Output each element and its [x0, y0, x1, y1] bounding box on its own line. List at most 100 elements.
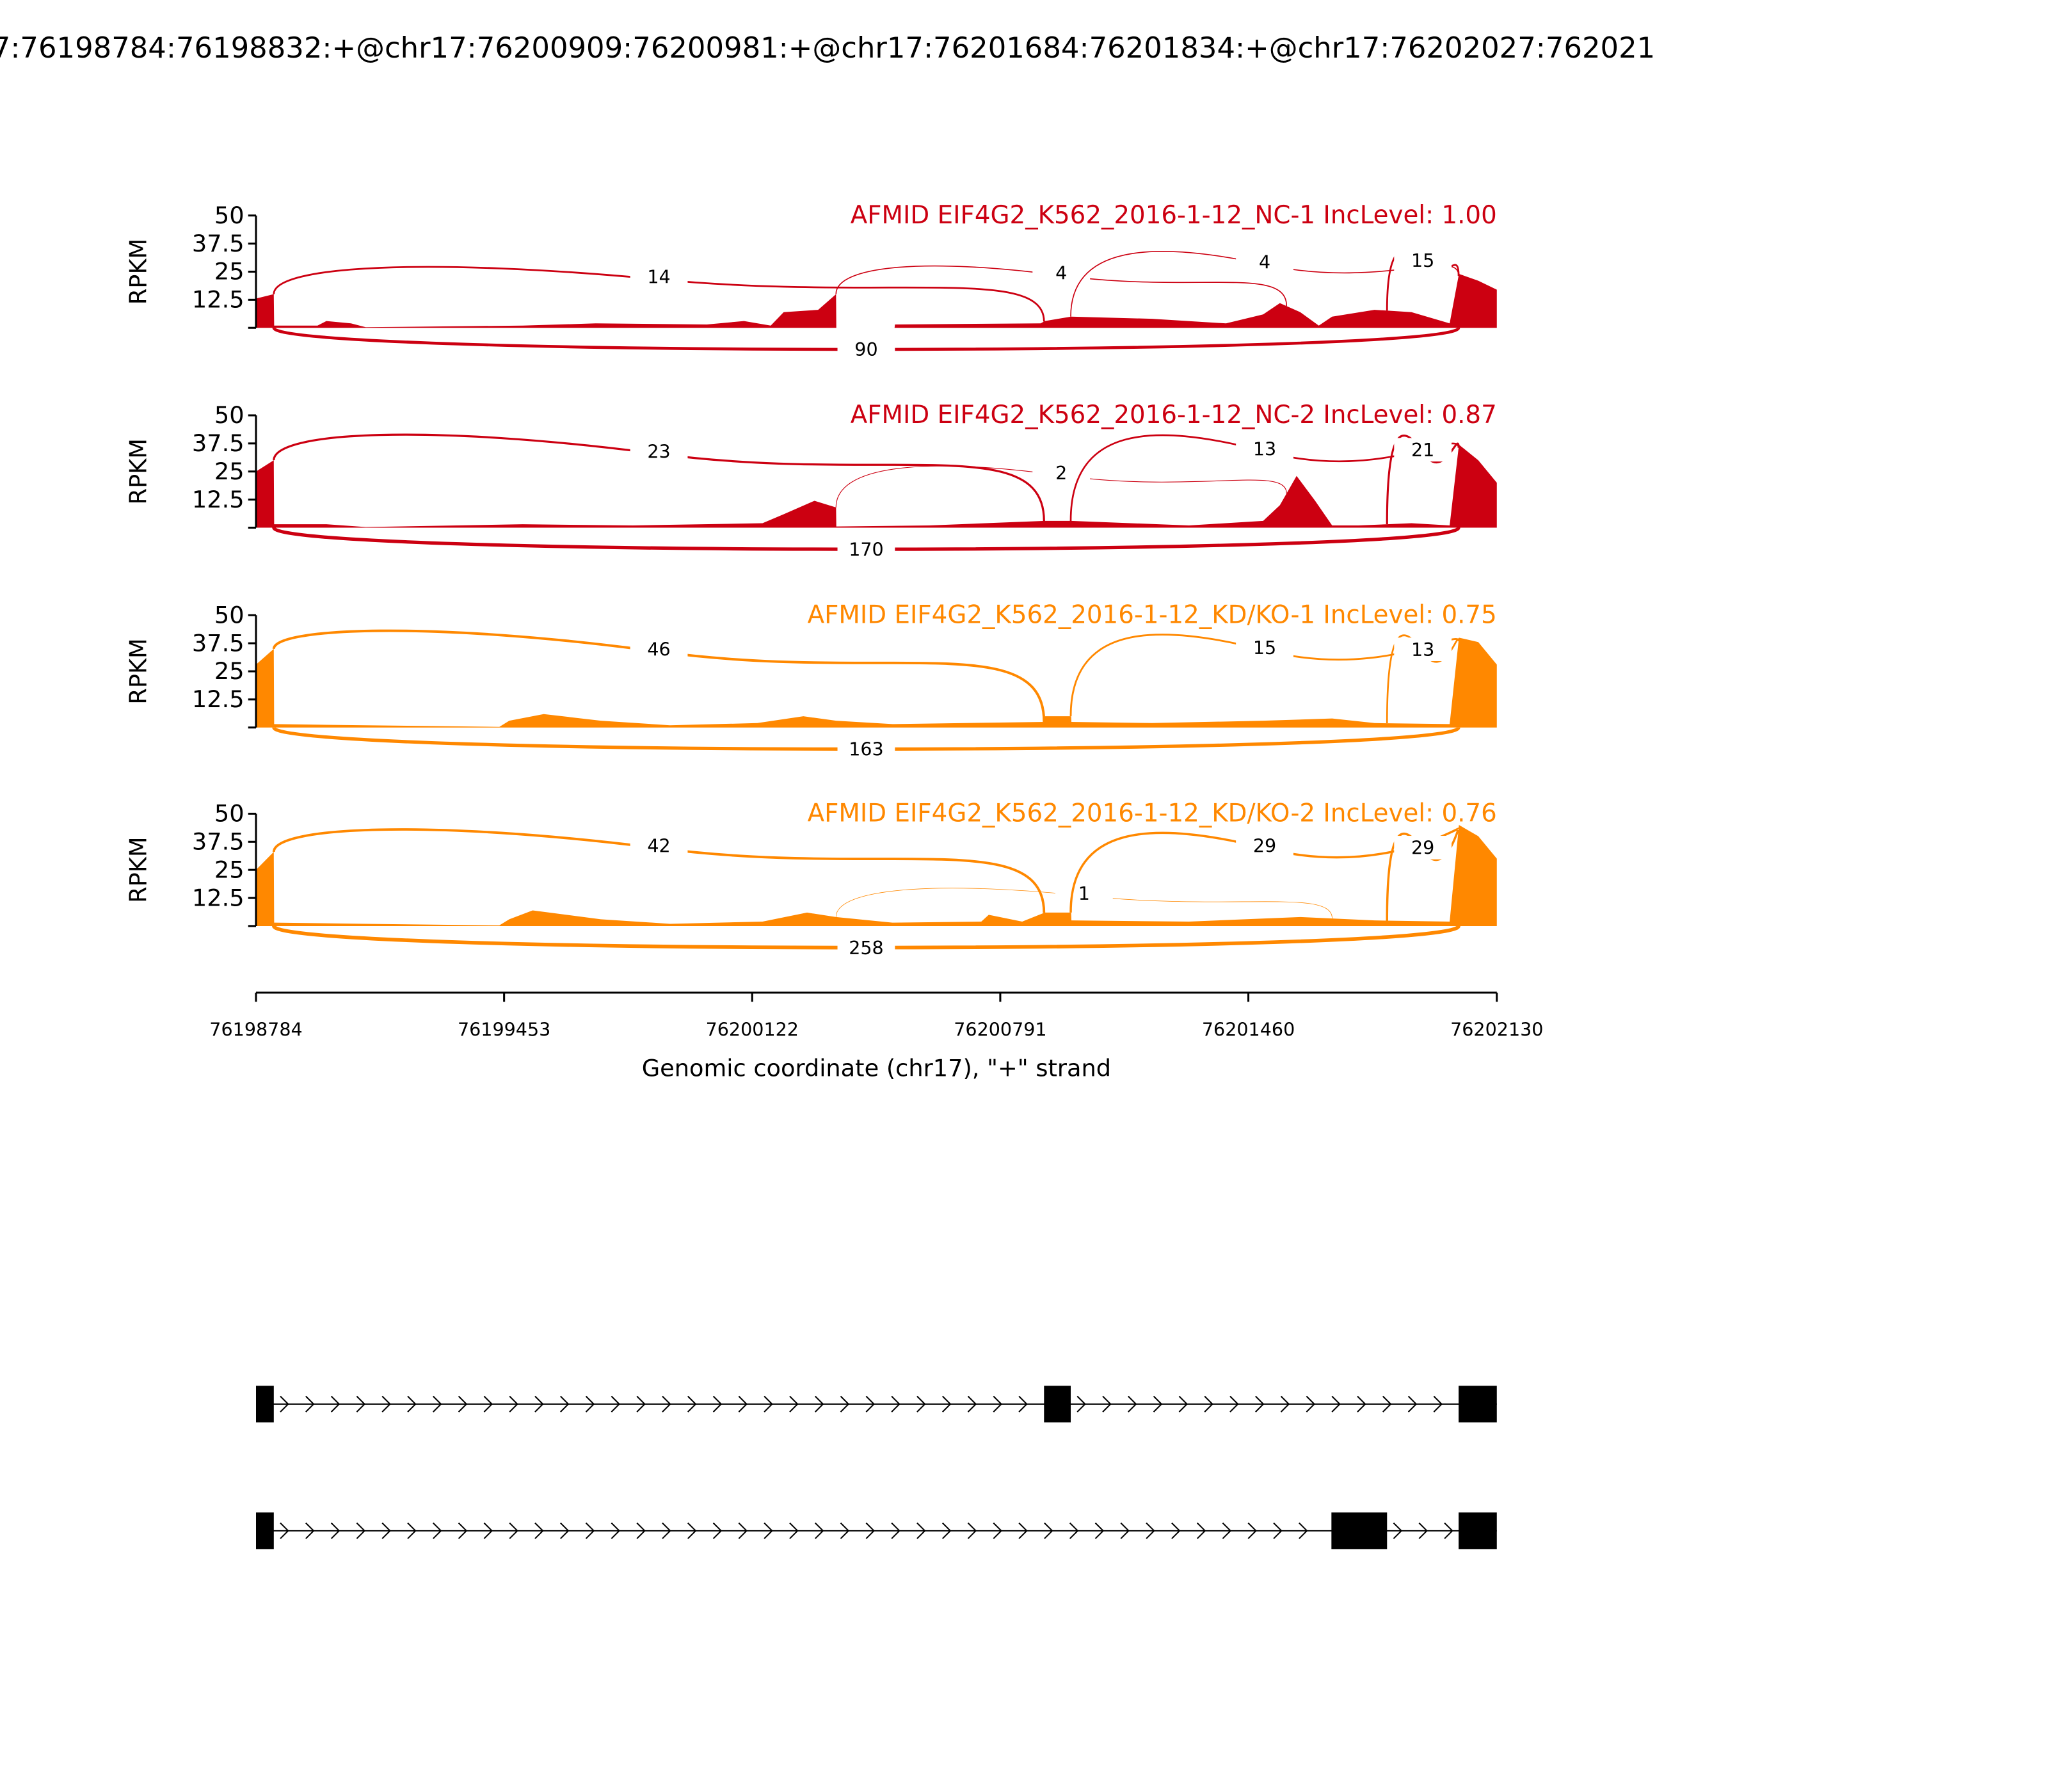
strand-arrow-icon [1255, 1395, 1265, 1412]
junction-label-bg [1236, 437, 1293, 461]
strand-arrow-icon [1171, 1522, 1181, 1539]
junction-count-label: 15 [1253, 637, 1276, 659]
strand-arrow-icon [1393, 1522, 1403, 1539]
strand-arrow-icon [712, 1395, 723, 1412]
strand-arrow-icon [483, 1522, 493, 1539]
strand-arrow-icon [840, 1522, 850, 1539]
strand-arrow-icon [636, 1395, 646, 1412]
figure-title: 7:76198784:76198832:+@chr17:76200909:762… [0, 31, 1655, 65]
y-tick-label: 37.5 [192, 629, 244, 657]
strand-arrow-icon [611, 1395, 621, 1412]
y-tick-label: 12.5 [192, 884, 244, 911]
strand-arrow-icon [1382, 1395, 1392, 1412]
y-tick-label: 37.5 [192, 230, 244, 257]
strand-arrow-icon [356, 1395, 366, 1412]
strand-arrow-icon [1120, 1522, 1130, 1539]
junction-label-bg [630, 637, 688, 661]
strand-arrow-icon [916, 1522, 926, 1539]
strand-arrow-icon [280, 1395, 289, 1412]
strand-arrow-icon [916, 1395, 926, 1412]
junction-label-bg [837, 537, 895, 561]
strand-arrow-icon [433, 1522, 442, 1539]
junction-count-label: 258 [849, 937, 884, 959]
y-tick-label: 12.5 [192, 286, 244, 314]
junction-label-bg [1236, 250, 1293, 274]
sample-title: AFMID EIF4G2_K562_2016-1-12_KD/KO-2 IncL… [808, 799, 1497, 828]
strand-arrow-icon [1128, 1395, 1137, 1412]
strand-arrow-icon [611, 1522, 621, 1539]
junction-label-bg [630, 834, 688, 858]
strand-arrow-icon [967, 1522, 977, 1539]
strand-arrow-icon [815, 1522, 824, 1539]
y-tick-label: 50 [214, 401, 244, 429]
junction-count-label: 46 [647, 638, 670, 660]
exon-block [256, 1386, 274, 1423]
strand-arrow-icon [941, 1395, 952, 1412]
strand-arrow-icon [738, 1395, 748, 1412]
strand-arrow-icon [381, 1522, 391, 1539]
strand-arrow-icon [407, 1522, 417, 1539]
strand-arrow-icon [1153, 1395, 1163, 1412]
strand-arrow-icon [1331, 1395, 1341, 1412]
y-tick-label: 50 [214, 202, 244, 229]
junction-label-bg [837, 337, 895, 362]
junction-count-label: 170 [849, 538, 884, 560]
junction-label-bg [1236, 636, 1293, 660]
junction-count-label: 29 [1253, 835, 1276, 856]
junction-count-label: 1 [1078, 883, 1090, 904]
strand-arrow-icon [1044, 1522, 1053, 1539]
junction-count-label: 15 [1411, 250, 1434, 271]
strand-arrow-icon [789, 1522, 799, 1539]
strand-arrow-icon [1069, 1522, 1079, 1539]
junction-label-bg [630, 439, 688, 463]
strand-arrow-icon [891, 1522, 900, 1539]
junction-label-bg [1394, 438, 1452, 462]
strand-arrow-icon [1444, 1522, 1453, 1539]
coverage-area [256, 824, 1497, 926]
y-axis-label: RPKM [125, 438, 152, 504]
strand-arrow-icon [738, 1522, 748, 1539]
strand-arrow-icon [509, 1395, 518, 1412]
strand-arrow-icon [1357, 1395, 1366, 1412]
x-tick-label: 76199453 [458, 1018, 550, 1040]
strand-arrow-icon [560, 1395, 570, 1412]
strand-arrow-icon [305, 1522, 315, 1539]
y-tick-label: 25 [214, 856, 244, 883]
strand-arrow-icon [280, 1522, 289, 1539]
exon-block [1331, 1512, 1388, 1549]
junction-count-label: 23 [647, 440, 670, 462]
strand-arrow-icon [865, 1395, 876, 1412]
junction-label-bg [1236, 833, 1293, 858]
y-tick-label: 37.5 [192, 429, 244, 457]
y-tick-label: 50 [214, 800, 244, 828]
strand-arrow-icon [1018, 1395, 1028, 1412]
junction-label-bg [630, 265, 688, 289]
strand-arrow-icon [534, 1395, 544, 1412]
y-axis-label: RPKM [125, 638, 152, 704]
coverage-area [256, 637, 1497, 728]
strand-arrow-icon [993, 1395, 1002, 1412]
junction-count-label: 163 [849, 739, 884, 760]
junction-label-bg [837, 936, 895, 959]
strand-arrow-icon [407, 1395, 417, 1412]
strand-arrow-icon [662, 1395, 671, 1412]
strand-arrow-icon [1076, 1395, 1086, 1412]
gene-tracks [256, 1386, 1497, 1549]
strand-arrow-icon [1196, 1522, 1206, 1539]
junction-label-bg [1394, 836, 1452, 860]
strand-arrow-icon [789, 1395, 799, 1412]
strand-arrow-icon [764, 1522, 773, 1539]
strand-arrow-icon [636, 1522, 646, 1539]
strand-arrow-icon [1204, 1395, 1213, 1412]
strand-arrow-icon [815, 1395, 824, 1412]
strand-arrow-icon [1146, 1522, 1155, 1539]
strand-arrow-icon [483, 1395, 493, 1412]
strand-arrow-icon [585, 1395, 595, 1412]
strand-arrow-icon [509, 1522, 518, 1539]
x-tick-label: 76198784 [209, 1018, 302, 1040]
y-axis-label: RPKM [125, 836, 152, 902]
exon-block [1459, 1512, 1497, 1549]
strand-arrow-icon [1102, 1395, 1112, 1412]
junction-label-bg [1394, 248, 1452, 273]
